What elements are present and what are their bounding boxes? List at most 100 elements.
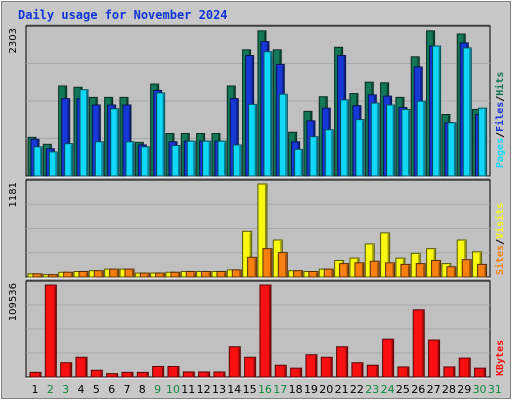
kbytes-panel-bar-kbytes-day-2: [44, 284, 57, 378]
kbytes-panel-bar-shade-kbytes-day-28: [452, 367, 455, 377]
visits-panel-bar-sites-day-27: [431, 259, 442, 278]
kbytes-panel-bar-kbytes-day-20: [320, 356, 333, 378]
kbytes-panel-bar-kbytes-day-26: [412, 309, 425, 378]
visits-panel-bar-shade-visits-day-24: [387, 233, 390, 277]
kbytes-panel-bar-shade-kbytes-day-8: [146, 373, 148, 377]
hits-panel-bar-pages-day-4: [79, 89, 89, 177]
day-label-2: 2: [47, 383, 54, 396]
hits-panel-bar-shade-pages-day-20: [331, 130, 333, 176]
visits-panel-bar-sites-day-4: [78, 270, 89, 278]
visits-panel-bar-sites-day-10: [170, 271, 181, 278]
visits-panel-bar-shade-sites-day-23: [377, 262, 379, 277]
day-label-23: 23: [365, 383, 379, 396]
kbytes-panel-bar-kbytes-day-12: [198, 371, 211, 378]
day-label-16: 16: [258, 383, 272, 396]
visits-panel-bar-shade-visits-day-16: [264, 185, 267, 277]
kbytes-panel-max-label: 109536: [8, 283, 19, 321]
hits-panel-bar-shade-pages-day-1: [40, 147, 42, 176]
kbytes-panel-bar-kbytes-day-5: [90, 369, 103, 378]
day-label-11: 11: [181, 383, 195, 396]
day-label-26: 26: [411, 383, 425, 396]
hits-panel-bar-shade-pages-day-21: [346, 100, 349, 176]
kbytes-panel-bar-shade-kbytes-day-16: [268, 286, 271, 377]
hits-panel-bar-pages-day-16: [263, 51, 273, 177]
kbytes-panel-bar-kbytes-day-14: [228, 346, 241, 378]
hits-panel-bar-pages-day-17: [278, 93, 288, 177]
visits-panel-bar-shade-sites-day-19: [315, 272, 318, 277]
visits-panel-bar-shade-visits-day-15: [249, 232, 252, 277]
kbytes-panel-bar-shade-kbytes-day-1: [39, 373, 41, 377]
kbytes-panel-bar-kbytes-day-7: [121, 371, 134, 378]
hits-panel-bar-pages-day-29: [462, 47, 472, 177]
hits-panel-bar-shade-pages-day-23: [377, 104, 379, 176]
day-label-19: 19: [304, 383, 318, 396]
visits-panel-bar-sites-day-28: [446, 266, 457, 278]
hits-panel-bar-shade-pages-day-9: [162, 93, 165, 176]
day-label-14: 14: [227, 383, 241, 396]
kbytes-panel-bar-shade-kbytes-day-21: [345, 347, 348, 377]
day-label-20: 20: [319, 383, 333, 396]
day-label-25: 25: [396, 383, 410, 396]
hits-panel-bar-shade-pages-day-16: [269, 52, 272, 176]
day-label-24: 24: [381, 383, 395, 396]
hits-panel-bar-shade-files-day-3: [67, 99, 70, 176]
kbytes-panel-bar-kbytes-day-15: [244, 356, 257, 378]
hits-panel-bar-shade-pages-day-2: [55, 152, 57, 176]
visits-panel-bar-sites-day-12: [201, 270, 212, 278]
hits-panel-bar-shade-pages-day-5: [101, 142, 103, 176]
visits-panel-bar-sites-day-1: [32, 273, 43, 278]
hits-panel-bar-pages-day-5: [94, 141, 104, 177]
kbytes-panel-bar-shade-kbytes-day-30: [483, 369, 486, 377]
visits-panel-bar-shade-sites-day-27: [438, 261, 441, 277]
visits-panel-bar-sites-day-18: [293, 270, 304, 278]
visits-panel-bar-sites-day-24: [385, 262, 396, 278]
hits-panel-bar-pages-day-21: [340, 99, 350, 177]
visits-panel-bar-shade-sites-day-29: [469, 260, 471, 277]
visits-panel-bar-sites-day-26: [415, 263, 426, 278]
hits-panel-bar-pages-day-30: [478, 107, 488, 177]
visits-panel-bar-shade-visits-day-29: [464, 240, 466, 277]
visits-panel-legend-part: /: [495, 239, 506, 245]
visits-panel-bar-shade-sites-day-10: [177, 273, 180, 277]
hits-panel-legend-part: /: [495, 96, 506, 102]
day-label-6: 6: [108, 383, 115, 396]
day-label-22: 22: [350, 383, 364, 396]
chart-title: Daily usage for November 2024: [18, 8, 228, 22]
visits-panel-bar-sites-day-3: [63, 271, 74, 278]
kbytes-panel-bar-shade-kbytes-day-13: [222, 372, 225, 377]
kbytes-panel-bar-kbytes-day-24: [382, 338, 395, 378]
visits-panel-bar-sites-day-21: [339, 263, 350, 278]
visits-panel-bar-shade-sites-day-1: [40, 274, 42, 277]
visits-panel-legend-part: Visits: [494, 203, 506, 239]
kbytes-panel-bar-kbytes-day-13: [213, 371, 226, 378]
day-label-15: 15: [243, 383, 257, 396]
hits-panel-legend-part: /: [495, 132, 506, 138]
hits-panel-bar-shade-pages-day-8: [147, 147, 149, 176]
visits-panel-bar-shade-sites-day-17: [285, 253, 287, 277]
visits-panel-bar-shade-sites-day-6: [116, 270, 119, 277]
hits-panel-bar-shade-pages-day-12: [208, 142, 211, 176]
kbytes-panel-bar-shade-kbytes-day-18: [299, 369, 302, 377]
hits-panel-bar-pages-day-6: [110, 108, 120, 177]
kbytes-panel-bar-shade-kbytes-day-10: [176, 367, 179, 377]
kbytes-panel-bar-shade-kbytes-day-6: [115, 374, 118, 377]
visits-panel-legend-part: Sites: [494, 245, 506, 275]
kbytes-panel-bar-kbytes-day-18: [290, 367, 303, 378]
day-label-1: 1: [32, 383, 39, 396]
visits-panel-bar-sites-day-19: [308, 270, 319, 278]
visits-panel-bar-sites-day-16: [262, 248, 273, 278]
hits-panel-bar-shade-pages-day-17: [285, 95, 287, 176]
visits-panel-bar-sites-day-8: [139, 272, 150, 278]
visits-panel-bar-shade-sites-day-9: [162, 274, 165, 277]
kbytes-panel-bar-kbytes-day-19: [305, 354, 318, 378]
kbytes-panel-bar-shade-kbytes-day-9: [161, 367, 164, 377]
hits-panel-bar-pages-day-25: [401, 108, 411, 177]
hits-panel-bar-pages-day-28: [447, 122, 457, 177]
visits-panel-bar-shade-sites-day-30: [484, 265, 487, 277]
visits-panel-bar-shade-sites-day-8: [147, 274, 149, 277]
hits-panel-bar-shade-pages-day-15: [254, 105, 257, 176]
hits-panel-bar-shade-pages-day-27: [438, 47, 441, 176]
kbytes-panel-bar-shade-kbytes-day-25: [406, 367, 409, 377]
